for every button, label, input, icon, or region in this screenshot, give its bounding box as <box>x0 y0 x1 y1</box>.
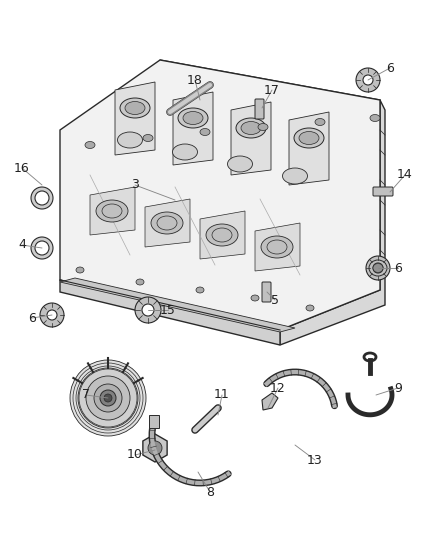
Text: 16: 16 <box>14 161 30 174</box>
Circle shape <box>31 187 53 209</box>
Circle shape <box>78 368 138 428</box>
Circle shape <box>148 441 162 455</box>
Text: 5: 5 <box>271 294 279 306</box>
Circle shape <box>31 237 53 259</box>
Circle shape <box>40 303 64 327</box>
Ellipse shape <box>299 132 319 144</box>
Ellipse shape <box>373 263 383 272</box>
FancyBboxPatch shape <box>255 99 264 119</box>
Ellipse shape <box>136 279 144 285</box>
Text: 8: 8 <box>206 486 214 498</box>
Ellipse shape <box>370 115 380 122</box>
Polygon shape <box>145 199 190 247</box>
Ellipse shape <box>117 132 142 148</box>
Polygon shape <box>60 280 280 345</box>
Text: 14: 14 <box>397 168 413 182</box>
Ellipse shape <box>76 267 84 273</box>
Polygon shape <box>173 92 213 165</box>
Text: 13: 13 <box>307 454 323 466</box>
Polygon shape <box>200 211 245 259</box>
Text: 9: 9 <box>394 382 402 394</box>
Polygon shape <box>143 434 167 462</box>
Polygon shape <box>60 60 380 330</box>
Text: 17: 17 <box>264 84 280 96</box>
Circle shape <box>373 263 383 273</box>
Circle shape <box>70 360 146 436</box>
Polygon shape <box>60 278 295 332</box>
Text: 7: 7 <box>82 389 90 401</box>
Text: 11: 11 <box>214 389 230 401</box>
Circle shape <box>47 310 57 320</box>
Ellipse shape <box>125 101 145 115</box>
Ellipse shape <box>251 295 259 301</box>
Ellipse shape <box>306 305 314 311</box>
Circle shape <box>35 191 49 205</box>
Ellipse shape <box>261 236 293 258</box>
Text: 10: 10 <box>127 448 143 462</box>
Ellipse shape <box>294 128 324 148</box>
Polygon shape <box>289 112 329 185</box>
Polygon shape <box>149 415 159 428</box>
Text: 6: 6 <box>28 311 36 325</box>
Ellipse shape <box>183 111 203 125</box>
Text: 4: 4 <box>18 238 26 252</box>
Ellipse shape <box>206 224 238 246</box>
Ellipse shape <box>143 134 153 141</box>
Text: 15: 15 <box>160 303 176 317</box>
FancyBboxPatch shape <box>262 282 271 302</box>
Text: 3: 3 <box>131 179 139 191</box>
Polygon shape <box>160 60 380 175</box>
Polygon shape <box>231 102 271 175</box>
Circle shape <box>363 75 373 85</box>
Ellipse shape <box>315 118 325 125</box>
Circle shape <box>366 256 390 280</box>
Circle shape <box>104 394 112 402</box>
Text: 6: 6 <box>394 262 402 274</box>
Circle shape <box>135 297 161 323</box>
Ellipse shape <box>200 128 210 135</box>
Polygon shape <box>262 393 278 410</box>
Ellipse shape <box>241 122 261 134</box>
Ellipse shape <box>258 124 268 131</box>
Ellipse shape <box>369 260 387 276</box>
Ellipse shape <box>196 287 204 293</box>
Circle shape <box>94 384 122 412</box>
Circle shape <box>35 241 49 255</box>
Circle shape <box>356 68 380 92</box>
Polygon shape <box>255 223 300 271</box>
Circle shape <box>100 390 116 406</box>
Ellipse shape <box>178 108 208 128</box>
Text: 12: 12 <box>270 382 286 394</box>
Ellipse shape <box>283 168 307 184</box>
Circle shape <box>142 304 154 316</box>
Polygon shape <box>90 187 135 235</box>
Polygon shape <box>115 82 155 155</box>
Text: 18: 18 <box>187 74 203 86</box>
Polygon shape <box>280 100 385 345</box>
Ellipse shape <box>236 118 266 138</box>
FancyBboxPatch shape <box>373 187 393 196</box>
Text: 6: 6 <box>386 61 394 75</box>
Ellipse shape <box>96 200 128 222</box>
Ellipse shape <box>151 212 183 234</box>
Ellipse shape <box>227 156 252 172</box>
Ellipse shape <box>120 98 150 118</box>
Ellipse shape <box>173 144 198 160</box>
Circle shape <box>86 376 130 420</box>
Ellipse shape <box>85 141 95 149</box>
